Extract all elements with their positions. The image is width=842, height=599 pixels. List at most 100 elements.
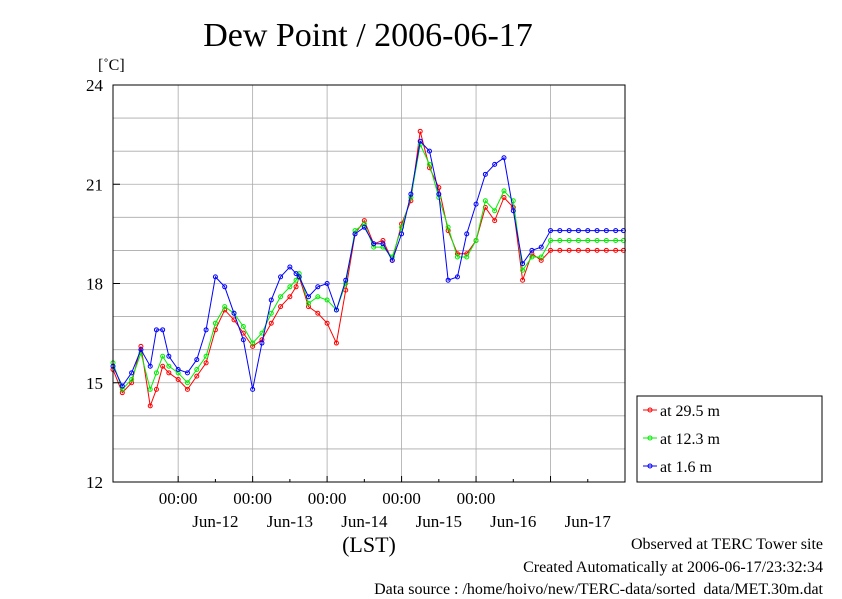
data-point bbox=[371, 244, 377, 250]
data-point bbox=[333, 307, 339, 313]
data-point bbox=[361, 218, 367, 224]
data-point bbox=[566, 247, 572, 253]
data-point bbox=[129, 376, 135, 382]
data-point bbox=[166, 370, 172, 376]
data-point bbox=[222, 304, 228, 310]
data-point bbox=[240, 337, 246, 343]
data-point bbox=[259, 340, 265, 346]
data-point bbox=[613, 228, 619, 234]
data-point bbox=[231, 310, 237, 316]
data-point bbox=[510, 208, 516, 214]
footer-source: Data source : /home/hoivo/new/TERC-data/… bbox=[374, 581, 823, 598]
footer-created: Created Automatically at 2006-06-17/23:3… bbox=[523, 559, 823, 576]
data-point bbox=[427, 148, 433, 154]
data-point bbox=[175, 376, 181, 382]
data-point bbox=[333, 340, 339, 346]
data-point bbox=[520, 261, 526, 267]
data-point bbox=[613, 247, 619, 253]
data-point bbox=[427, 161, 433, 167]
data-point bbox=[268, 297, 274, 303]
data-point bbox=[293, 277, 299, 283]
data-point bbox=[585, 228, 591, 234]
legend-label: at 1.6 m bbox=[660, 459, 713, 476]
x-tick-date-label: Jun-17 bbox=[565, 512, 612, 531]
grid bbox=[113, 85, 625, 482]
data-point bbox=[184, 386, 190, 392]
data-point bbox=[603, 247, 609, 253]
series-line-2 bbox=[112, 142, 624, 392]
data-point bbox=[538, 254, 544, 260]
data-point bbox=[287, 284, 293, 290]
data-point bbox=[203, 360, 209, 366]
data-point bbox=[194, 373, 200, 379]
data-point bbox=[548, 228, 554, 234]
x-tick-date-label: Jun-16 bbox=[490, 512, 536, 531]
x-tick-date-label: Jun-12 bbox=[192, 512, 238, 531]
data-point bbox=[268, 320, 274, 326]
data-point bbox=[473, 237, 479, 243]
data-point bbox=[492, 161, 498, 167]
data-point bbox=[417, 138, 423, 144]
data-point bbox=[138, 343, 144, 349]
data-point bbox=[184, 370, 190, 376]
series-group bbox=[110, 128, 626, 409]
data-point bbox=[408, 191, 414, 197]
data-point bbox=[324, 281, 330, 286]
data-point bbox=[119, 386, 125, 392]
data-point bbox=[278, 274, 284, 280]
data-point bbox=[287, 264, 293, 270]
data-point bbox=[175, 370, 181, 376]
data-point bbox=[473, 201, 479, 207]
data-point bbox=[613, 237, 619, 243]
data-point bbox=[575, 247, 581, 253]
data-point bbox=[417, 128, 423, 134]
data-point bbox=[557, 237, 563, 243]
data-point bbox=[454, 254, 460, 260]
data-point bbox=[287, 294, 293, 300]
data-point bbox=[454, 274, 460, 280]
y-unit-label: [˚C] bbox=[98, 57, 125, 74]
y-tick-label: 21 bbox=[86, 175, 103, 194]
data-point bbox=[315, 294, 321, 300]
data-point bbox=[278, 294, 284, 300]
legend-marker bbox=[647, 407, 653, 413]
data-point bbox=[184, 380, 190, 386]
data-point bbox=[529, 254, 535, 260]
data-point bbox=[250, 340, 256, 346]
data-point bbox=[324, 320, 330, 326]
y-tick-label: 15 bbox=[86, 374, 103, 393]
data-point bbox=[361, 221, 367, 227]
data-point bbox=[119, 390, 125, 396]
data-point bbox=[212, 274, 218, 280]
data-point bbox=[529, 247, 535, 253]
data-point bbox=[492, 208, 498, 214]
legend-marker bbox=[647, 463, 653, 469]
data-point bbox=[250, 343, 256, 349]
data-point bbox=[380, 237, 386, 243]
data-point bbox=[436, 191, 442, 197]
data-point bbox=[501, 155, 507, 161]
x-tick-time-label: 00:00 bbox=[233, 489, 272, 508]
y-tick-label: 24 bbox=[86, 76, 104, 95]
data-point bbox=[371, 241, 377, 247]
data-point bbox=[222, 284, 228, 290]
legend-box bbox=[636, 395, 823, 483]
data-point bbox=[305, 300, 311, 306]
x-tick-date-label: Jun-13 bbox=[267, 512, 313, 531]
data-point bbox=[194, 357, 200, 363]
legend-marker bbox=[647, 435, 653, 441]
data-point bbox=[160, 363, 166, 369]
data-point bbox=[296, 271, 302, 277]
data-point bbox=[153, 327, 159, 333]
data-point bbox=[548, 237, 554, 243]
data-point bbox=[538, 244, 544, 250]
data-point bbox=[482, 198, 488, 204]
data-point bbox=[296, 274, 302, 280]
x-tick-date-label: Jun-15 bbox=[416, 512, 462, 531]
data-point bbox=[389, 257, 395, 263]
data-point bbox=[153, 370, 159, 376]
data-point bbox=[138, 347, 144, 353]
data-point bbox=[160, 353, 166, 359]
x-tick-time-label: 00:00 bbox=[308, 489, 347, 508]
data-point bbox=[203, 327, 209, 333]
